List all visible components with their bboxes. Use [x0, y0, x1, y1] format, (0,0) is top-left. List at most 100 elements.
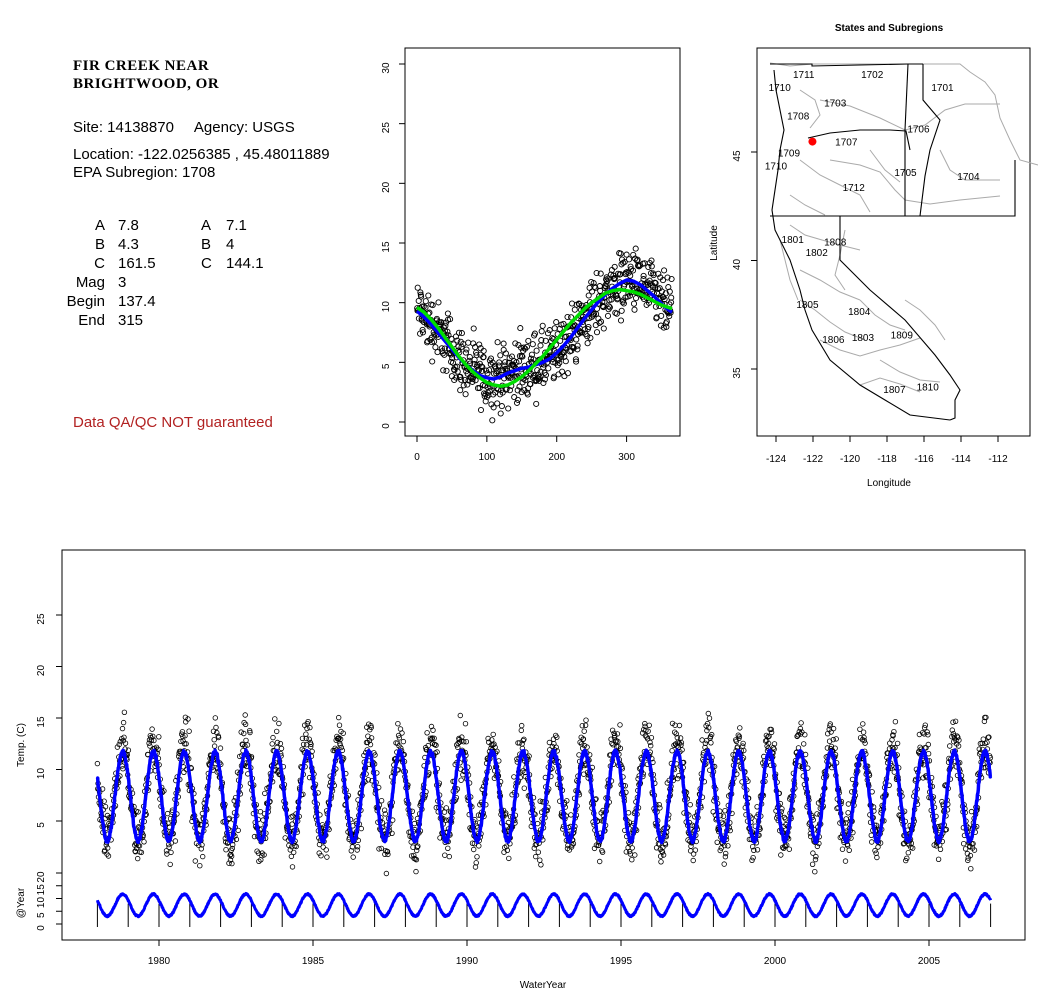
site-title-line1: FIR CREEK NEAR: [73, 58, 210, 74]
data-point: [443, 805, 449, 811]
subregion-label: 1709: [778, 148, 801, 159]
data-point: [562, 358, 569, 365]
data-point: [211, 737, 217, 743]
data-point: [335, 736, 342, 742]
data-point: [180, 738, 186, 744]
data-point: [533, 853, 539, 860]
data-point: [120, 766, 126, 772]
y-tick-label: 20: [381, 181, 392, 193]
data-point: [781, 814, 788, 821]
data-point: [668, 294, 675, 301]
data-point: [706, 715, 713, 721]
y-tick-label: 35: [732, 367, 743, 379]
data-point: [235, 827, 241, 834]
state-boundary: [839, 216, 961, 421]
subregion-boundary: [779, 239, 799, 301]
coef-value: 7.8: [118, 217, 139, 234]
data-point: [473, 352, 480, 359]
data-point: [511, 774, 517, 780]
data-point: [336, 735, 342, 741]
data-point: [537, 798, 543, 804]
data-point: [447, 316, 454, 323]
data-point: [121, 734, 127, 740]
data-point: [418, 293, 425, 300]
data-point: [613, 310, 620, 317]
data-point: [199, 842, 205, 848]
data-point: [782, 816, 789, 822]
data-point: [564, 370, 571, 377]
data-point: [394, 740, 401, 746]
y-tick-label: 15: [381, 241, 392, 253]
data-point: [603, 274, 610, 281]
data-point: [122, 740, 129, 746]
y-tick-label: 15: [36, 716, 47, 728]
data-point: [307, 724, 313, 731]
subregion-label: 1705: [894, 168, 917, 179]
data-point: [925, 741, 931, 748]
subregion-boundary: [799, 299, 866, 341]
subregion-label: 1805: [796, 300, 819, 311]
data-point: [603, 280, 610, 287]
data-point: [514, 387, 521, 394]
data-point: [349, 844, 356, 850]
data-point: [368, 724, 374, 731]
data-point: [516, 352, 523, 360]
data-point: [422, 304, 429, 311]
data-point: [141, 839, 147, 845]
data-point: [661, 267, 668, 274]
data-point: [541, 376, 548, 383]
data-point: [149, 726, 155, 732]
data-point: [454, 337, 461, 344]
data-point: [477, 406, 485, 414]
data-point: [300, 741, 307, 748]
data-point: [491, 741, 497, 747]
data-point: [537, 857, 543, 863]
data-point: [544, 330, 552, 337]
data-point: [446, 853, 452, 860]
data-point: [617, 317, 625, 324]
data-point: [600, 325, 607, 332]
x-tick-label: 100: [479, 452, 496, 463]
data-point: [538, 862, 544, 868]
data-point: [192, 858, 198, 864]
data-point: [385, 851, 391, 858]
subregion-boundary: [799, 159, 871, 213]
data-point: [440, 324, 447, 331]
x-tick-label: 300: [618, 452, 635, 463]
doy-plot-frame: [404, 47, 681, 437]
data-point: [459, 734, 465, 740]
data-point: [412, 856, 418, 862]
data-point: [656, 802, 662, 808]
data-point: [367, 741, 374, 748]
data-point: [513, 399, 521, 406]
data-point: [523, 343, 531, 350]
strip-y-label: @Year: [16, 887, 27, 918]
data-point: [584, 340, 591, 347]
x-tick-label: -120: [840, 454, 860, 465]
data-point: [527, 355, 534, 362]
subregion-boundary: [834, 229, 846, 291]
subregion-boundary: [819, 99, 1000, 131]
data-point: [455, 343, 462, 350]
data-point: [228, 853, 235, 859]
data-point: [185, 716, 191, 722]
data-point: [630, 251, 637, 258]
data-point: [462, 349, 469, 356]
data-point: [419, 329, 427, 336]
data-point: [197, 863, 203, 869]
data-point: [630, 300, 638, 307]
data-point: [527, 381, 534, 388]
data-point: [887, 740, 893, 746]
x-tick-label: 1980: [148, 956, 171, 967]
coef-label: End: [78, 312, 105, 329]
data-point: [480, 347, 487, 354]
data-point: [217, 745, 224, 751]
coef-label: Mag: [75, 274, 105, 291]
subregion-label: 1710: [765, 161, 788, 172]
data-point: [476, 843, 482, 849]
data-point: [172, 838, 179, 844]
data-point: [389, 830, 395, 836]
coef-label: A: [94, 217, 105, 234]
data-point: [620, 259, 627, 266]
